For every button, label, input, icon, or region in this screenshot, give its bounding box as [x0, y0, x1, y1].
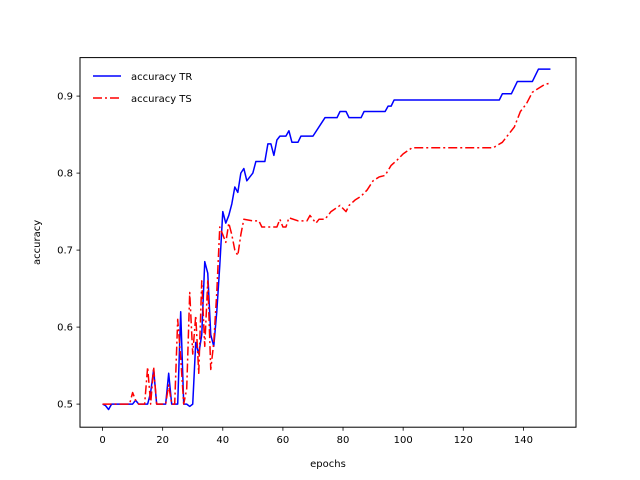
x-tick-label: 80 [337, 435, 350, 446]
x-tick-label: 100 [394, 435, 413, 446]
y-axis-label: accuracy [32, 220, 43, 265]
x-tick-label: 60 [277, 435, 290, 446]
x-tick-label: 0 [99, 435, 105, 446]
plot-frame [79, 57, 577, 428]
legend: accuracy TR accuracy TS [93, 72, 192, 105]
legend-label-ts: accuracy TS [131, 94, 192, 105]
series-line-accuracy-tr [102, 68, 551, 411]
x-ticks: 0 20 40 60 80 100 120 140 [99, 427, 533, 446]
legend-label-tr: accuracy TR [131, 72, 192, 83]
y-ticks: 0.5 0.6 0.7 0.8 0.9 [57, 92, 80, 411]
y-tick-label: 0.5 [57, 400, 73, 411]
axes-layer [79, 57, 577, 428]
x-tick-label: 20 [156, 435, 169, 446]
x-tick-label: 140 [514, 435, 533, 446]
y-tick-label: 0.9 [57, 92, 73, 103]
series-layer [102, 68, 551, 411]
y-tick-label: 0.6 [57, 323, 73, 334]
x-tick-label: 40 [216, 435, 229, 446]
x-axis-label: epochs [310, 459, 346, 470]
y-tick-label: 0.8 [57, 169, 73, 180]
series-line-accuracy-ts [102, 82, 551, 405]
y-tick-label: 0.7 [57, 246, 73, 257]
x-tick-label: 120 [454, 435, 473, 446]
